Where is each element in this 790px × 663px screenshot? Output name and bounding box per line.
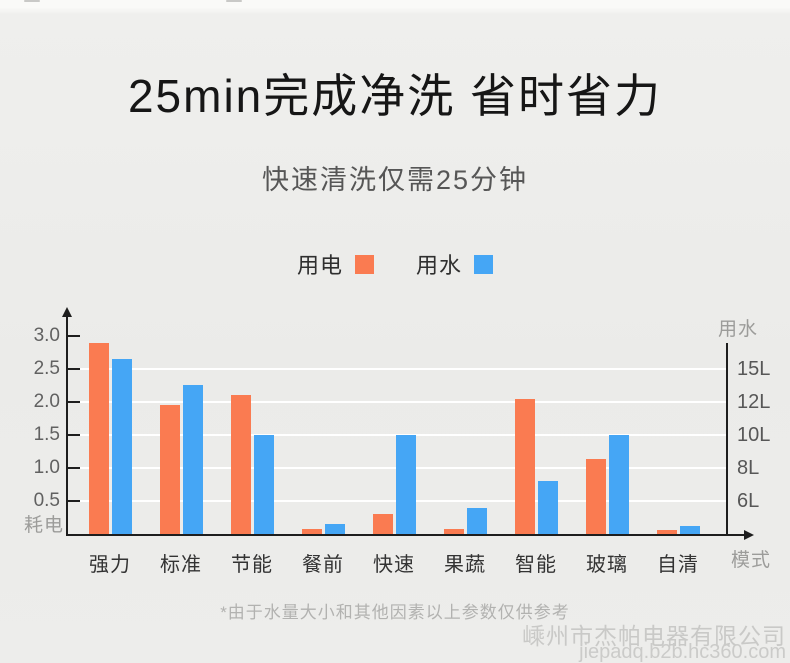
left-axis-tick — [68, 434, 80, 436]
bar-electric — [514, 399, 535, 534]
x-category-label: 自清 — [657, 554, 699, 576]
legend-water-label: 用水 — [416, 253, 463, 278]
x-category-label: 果蔬 — [444, 554, 486, 576]
right-axis-tick-label: 15L — [737, 358, 771, 380]
bar-electric — [301, 529, 322, 534]
bar-water — [537, 481, 558, 534]
top-edge-artifact-2 — [226, 0, 242, 2]
bar-electric — [585, 459, 606, 534]
bar-water — [395, 435, 416, 534]
x-category-label: 餐前 — [302, 554, 344, 576]
left-axis-tick-label: 1.0 — [33, 457, 60, 478]
x-category-label: 强力 — [89, 554, 131, 576]
left-axis-tick-label: 0.5 — [33, 490, 60, 511]
bar-water — [679, 526, 700, 534]
x-axis-title: 模式 — [731, 550, 772, 571]
legend-item-electric: 用电 — [297, 248, 374, 280]
bar-water — [324, 524, 345, 534]
legend-electric-label: 用电 — [296, 253, 343, 278]
left-axis-tick — [68, 368, 80, 370]
left-axis-tick — [68, 335, 80, 337]
y-axis-left-line — [66, 316, 68, 536]
right-axis-tick-label: 6L — [737, 490, 760, 512]
bar-electric — [159, 405, 180, 534]
bar-water — [253, 435, 274, 534]
y-axis-right-title: 用水 — [718, 319, 759, 340]
x-category-label: 玻璃 — [586, 554, 628, 576]
x-category-label: 标准 — [160, 554, 202, 576]
bar-electric — [656, 530, 677, 534]
x-axis-line — [66, 534, 746, 536]
right-axis-tick-label: 12L — [737, 391, 771, 413]
gridline — [68, 368, 726, 370]
y-axis-left-title: 耗电 — [24, 515, 65, 536]
bar-electric — [443, 529, 464, 534]
page-subtitle: 快速清洗仅需25分钟 — [261, 165, 529, 195]
y-axis-right-line — [726, 343, 728, 536]
bar-electric — [230, 395, 251, 534]
x-category-label: 快速 — [373, 554, 415, 576]
bar-electric — [88, 343, 109, 534]
y-axis-left-arrow — [62, 307, 72, 317]
right-axis-tick-label: 10L — [737, 424, 771, 446]
left-axis-tick — [68, 401, 80, 403]
disclaimer-note: *由于水量大小和其他因素以上参数仅供参考 — [220, 603, 570, 622]
chart-legend: 用电 用水 — [0, 248, 790, 280]
gridline — [68, 401, 726, 403]
watermark-url: jiepadq.b2b.hc360.com — [579, 641, 786, 663]
bar-electric — [372, 514, 393, 534]
top-edge-artifact-1 — [24, 0, 40, 2]
x-category-label: 节能 — [231, 554, 273, 576]
legend-item-water: 用水 — [416, 248, 494, 280]
x-category-label: 智能 — [515, 554, 557, 576]
left-axis-tick — [68, 467, 80, 469]
left-axis-tick-label: 3.0 — [33, 325, 60, 346]
right-axis-tick-label: 8L — [737, 457, 760, 479]
left-axis-tick-label: 2.0 — [33, 391, 60, 412]
bar-water — [466, 508, 487, 534]
legend-electric-swatch — [355, 254, 374, 274]
bar-water — [111, 359, 132, 534]
left-axis-tick-label: 2.5 — [33, 358, 60, 379]
left-axis-tick — [68, 500, 80, 502]
page-title: 25min完成净洗 省时省力 — [127, 70, 663, 122]
left-axis-tick-label: 1.5 — [33, 424, 60, 445]
watermark-company: 嵊州市杰帕电器有限公司 — [522, 623, 786, 649]
legend-water-swatch — [474, 254, 494, 274]
x-axis-arrow — [744, 530, 754, 540]
bar-water — [182, 385, 203, 534]
bar-water — [608, 435, 629, 534]
